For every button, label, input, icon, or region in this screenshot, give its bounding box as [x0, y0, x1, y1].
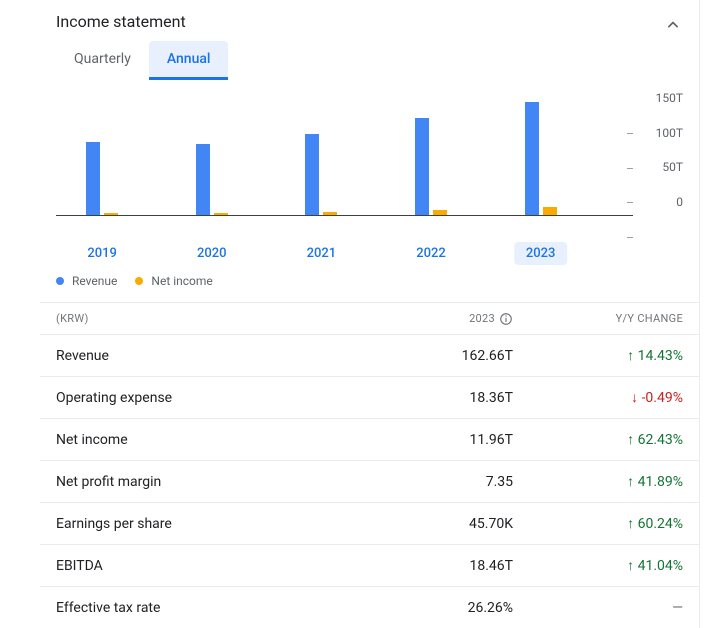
- legend-dot-icon: [56, 277, 64, 285]
- table-header: (KRW) 2023 Y/Y CHANGE: [40, 302, 699, 334]
- row-label: Net income: [56, 432, 363, 448]
- row-change: ↓ -0.49%: [513, 389, 683, 406]
- y-tick-label: 150T: [656, 91, 683, 105]
- row-change: ↑ 41.89%: [513, 473, 683, 490]
- y-tick: [627, 133, 633, 134]
- tab-quarterly[interactable]: Quarterly: [56, 41, 149, 80]
- legend-label: Revenue: [72, 274, 117, 288]
- bar-net-income[interactable]: [543, 207, 557, 215]
- table-row[interactable]: Effective tax rate26.26%—: [40, 586, 699, 628]
- row-value: 45.70K: [363, 516, 513, 532]
- info-icon[interactable]: [499, 312, 513, 326]
- bar-group[interactable]: [86, 142, 118, 215]
- chart-x-axis: 2019 2020 2021 2022 2023: [56, 238, 633, 262]
- table-row[interactable]: EBITDA18.46T↑ 41.04%: [40, 544, 699, 586]
- y-tick-label: 0: [676, 195, 683, 209]
- row-change: ↑ 60.24%: [513, 515, 683, 532]
- x-label-2022[interactable]: 2022: [404, 242, 458, 265]
- row-label: Effective tax rate: [56, 600, 363, 616]
- bar-chart: 050T100T150T 20192020202120222023: [56, 98, 683, 238]
- bar-group[interactable]: [525, 102, 557, 215]
- tab-annual[interactable]: Annual: [149, 41, 229, 80]
- bar-revenue[interactable]: [525, 102, 539, 215]
- row-label: EBITDA: [56, 558, 363, 574]
- table-row[interactable]: Revenue162.66T↑ 14.43%: [40, 334, 699, 376]
- bar-group[interactable]: [196, 144, 228, 215]
- y-tick: [627, 168, 633, 169]
- header-currency: (KRW): [56, 312, 363, 325]
- bar-revenue[interactable]: [86, 142, 100, 215]
- chart-plot-area: [56, 98, 633, 216]
- header-change-column: Y/Y CHANGE: [513, 312, 683, 325]
- row-change: ↑ 62.43%: [513, 431, 683, 448]
- bar-revenue[interactable]: [415, 118, 429, 215]
- y-tick: [627, 237, 633, 238]
- row-label: Earnings per share: [56, 516, 363, 532]
- legend-item-revenue[interactable]: Revenue: [56, 274, 117, 288]
- legend-label: Net income: [151, 274, 212, 288]
- x-label-2021[interactable]: 2021: [295, 242, 349, 265]
- header-value-column: 2023: [363, 312, 513, 326]
- table-row[interactable]: Earnings per share45.70K↑ 60.24%: [40, 502, 699, 544]
- card-title: Income statement: [40, 8, 186, 41]
- row-value: 162.66T: [363, 348, 513, 364]
- y-tick-label: 50T: [662, 160, 683, 174]
- collapse-icon[interactable]: [663, 15, 683, 35]
- bar-net-income[interactable]: [104, 213, 118, 215]
- x-label-2020[interactable]: 2020: [185, 242, 239, 265]
- card-header: Income statement: [40, 8, 699, 41]
- row-value: 7.35: [363, 474, 513, 490]
- row-label: Net profit margin: [56, 474, 363, 490]
- legend-dot-icon: [135, 277, 143, 285]
- table-row[interactable]: Net profit margin7.35↑ 41.89%: [40, 460, 699, 502]
- row-change: —: [513, 600, 683, 616]
- x-label-2019[interactable]: 2019: [75, 242, 129, 265]
- bar-revenue[interactable]: [196, 144, 210, 215]
- bar-net-income[interactable]: [214, 213, 228, 215]
- row-value: 26.26%: [363, 600, 513, 616]
- y-tick: [627, 202, 633, 203]
- table-row[interactable]: Operating expense18.36T↓ -0.49%: [40, 376, 699, 418]
- row-label: Operating expense: [56, 390, 363, 406]
- income-statement-card: Income statement Quarterly Annual 0 50T 10…: [40, 0, 700, 628]
- row-value: 18.46T: [363, 558, 513, 574]
- row-label: Revenue: [56, 348, 363, 364]
- row-value: 18.36T: [363, 390, 513, 406]
- chart-y-axis: 050T100T150T: [635, 98, 683, 216]
- bar-revenue[interactable]: [305, 134, 319, 215]
- bar-group[interactable]: [415, 118, 447, 215]
- x-label-2023[interactable]: 2023: [514, 242, 568, 265]
- period-tabs: Quarterly Annual: [40, 41, 699, 80]
- bar-net-income[interactable]: [433, 210, 447, 215]
- row-change: ↑ 14.43%: [513, 347, 683, 364]
- legend-item-net-income[interactable]: Net income: [135, 274, 212, 288]
- row-value: 11.96T: [363, 432, 513, 448]
- table-row[interactable]: Net income11.96T↑ 62.43%: [40, 418, 699, 460]
- bar-group[interactable]: [305, 134, 337, 215]
- row-change: ↑ 41.04%: [513, 557, 683, 574]
- y-tick-label: 100T: [656, 126, 683, 140]
- bar-net-income[interactable]: [323, 212, 337, 215]
- financials-table: (KRW) 2023 Y/Y CHANGE Revenue162.66T↑ 14…: [40, 302, 699, 628]
